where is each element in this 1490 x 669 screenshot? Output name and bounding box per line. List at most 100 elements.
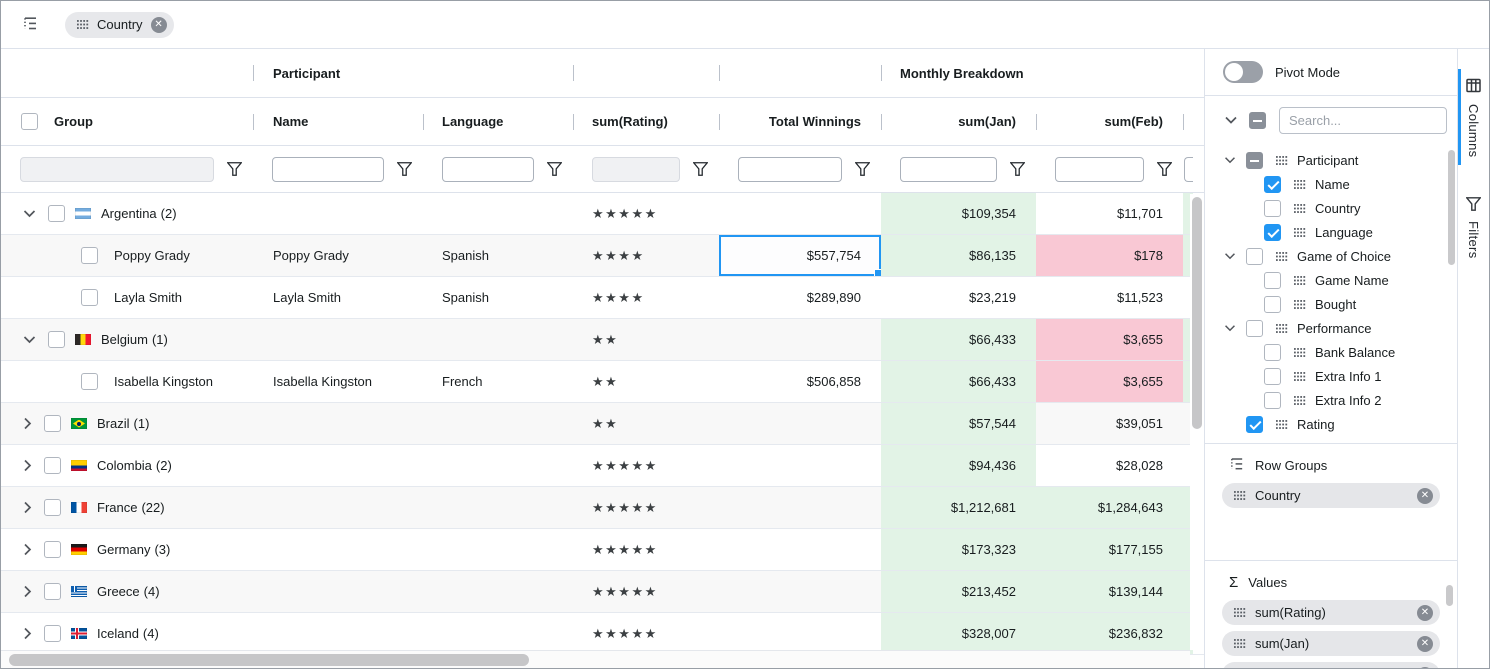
language-cell[interactable] [423, 613, 573, 654]
values-scrollbar-thumb[interactable] [1446, 585, 1453, 606]
tab-filters[interactable]: Filters [1458, 189, 1489, 267]
value-chip-sum-rating-[interactable]: sum(Rating) ✕ [1222, 600, 1440, 625]
funnel-icon[interactable] [855, 162, 870, 176]
rating-cell[interactable]: ★★★★★ [573, 445, 719, 486]
rating-cell[interactable]: ★★★★ [573, 235, 719, 276]
row-checkbox[interactable] [44, 625, 61, 642]
total-winnings-cell[interactable] [719, 193, 881, 234]
chevron-down-icon[interactable] [23, 209, 36, 218]
funnel-icon[interactable] [693, 162, 708, 176]
name-cell[interactable] [253, 445, 423, 486]
group-cell[interactable]: Brazil (1) [1, 403, 253, 444]
sum-feb-cell[interactable]: $1,284,643 [1036, 487, 1183, 528]
column-checkbox[interactable] [1264, 271, 1281, 289]
sum-jan-cell[interactable]: $213,452 [881, 571, 1036, 612]
remove-chip-icon[interactable]: ✕ [1417, 487, 1433, 504]
sum-feb-cell[interactable]: $178 [1036, 235, 1183, 276]
sum-feb-cell[interactable]: $11,701 [1036, 193, 1183, 234]
sidebar-item-extra-info-2[interactable]: Extra Info 2 [1205, 388, 1457, 412]
sum-jan-cell[interactable]: $173,323 [881, 529, 1036, 570]
vertical-scrollbar-thumb[interactable] [1192, 197, 1202, 429]
column-checkbox[interactable] [1264, 223, 1281, 241]
rating-cell[interactable]: ★★★★★ [573, 529, 719, 570]
sum-feb-cell[interactable]: $3,655 [1036, 361, 1183, 402]
pivot-mode-toggle[interactable] [1223, 61, 1263, 83]
sum-jan-cell[interactable]: $66,433 [881, 361, 1036, 402]
name-cell[interactable] [253, 319, 423, 360]
group-cell[interactable]: France (22) [1, 487, 253, 528]
column-header-language[interactable]: Language [423, 98, 573, 145]
row-checkbox[interactable] [81, 289, 98, 306]
total-winnings-cell[interactable] [719, 613, 881, 654]
sum-feb-cell[interactable]: $3,655 [1036, 319, 1183, 360]
column-header-sum-rating[interactable]: sum(Rating) [573, 98, 719, 145]
chevron-right-icon[interactable] [23, 543, 32, 556]
language-cell[interactable] [423, 403, 573, 444]
language-filter-input[interactable] [442, 156, 534, 182]
row-checkbox[interactable] [81, 373, 98, 390]
sidebar-item-performance[interactable]: Performance [1205, 316, 1457, 340]
total-winnings-cell[interactable] [719, 319, 881, 360]
tab-columns[interactable]: Columns [1458, 69, 1489, 166]
chevron-right-icon[interactable] [23, 501, 32, 514]
column-checkbox[interactable] [1246, 247, 1263, 265]
sum-jan-cell[interactable]: $1,212,681 [881, 487, 1036, 528]
chevron-down-icon[interactable] [23, 335, 36, 344]
remove-chip-icon[interactable]: ✕ [1417, 635, 1433, 652]
chevron-down-icon[interactable] [1224, 252, 1236, 260]
sum-feb-cell[interactable]: $11,523 [1036, 277, 1183, 318]
row-checkbox[interactable] [44, 499, 61, 516]
column-checkbox[interactable] [1264, 199, 1281, 217]
group-cell[interactable]: Poppy Grady [1, 235, 253, 276]
value-chip-sum-jan-[interactable]: sum(Jan) ✕ [1222, 631, 1440, 656]
group-cell[interactable]: Argentina (2) [1, 193, 253, 234]
row-checkbox[interactable] [48, 331, 65, 348]
group-cell[interactable]: Greece (4) [1, 571, 253, 612]
total-winnings-cell[interactable] [719, 487, 881, 528]
remove-chip-icon[interactable]: ✕ [1417, 604, 1433, 621]
language-cell[interactable] [423, 487, 573, 528]
select-all-columns-checkbox[interactable] [1249, 111, 1266, 129]
feb-filter-input[interactable] [1055, 156, 1144, 182]
column-header-name[interactable]: Name [253, 98, 423, 145]
column-header-sum-jan[interactable]: sum(Jan) [881, 98, 1036, 145]
tree-scrollbar-thumb[interactable] [1448, 150, 1455, 265]
language-cell[interactable]: Spanish [423, 277, 573, 318]
sum-feb-cell[interactable]: $39,051 [1036, 403, 1183, 444]
chevron-right-icon[interactable] [23, 627, 32, 640]
sum-jan-cell[interactable]: $86,135 [881, 235, 1036, 276]
column-search-input[interactable] [1279, 106, 1447, 134]
column-header-sum-feb[interactable]: sum(Feb) [1036, 98, 1183, 145]
total-winnings-cell[interactable] [719, 403, 881, 444]
sum-feb-cell[interactable]: $139,144 [1036, 571, 1183, 612]
column-checkbox[interactable] [1264, 175, 1281, 193]
rating-cell[interactable]: ★★★★★ [573, 487, 719, 528]
group-cell[interactable]: Belgium (1) [1, 319, 253, 360]
chevron-right-icon[interactable] [23, 459, 32, 472]
total-winnings-cell[interactable]: $289,890 [719, 277, 881, 318]
group-cell[interactable]: Iceland (4) [1, 613, 253, 654]
column-checkbox[interactable] [1264, 343, 1281, 361]
column-checkbox[interactable] [1264, 295, 1281, 313]
column-header-group[interactable]: Group [1, 98, 253, 145]
chevron-down-icon[interactable] [1224, 324, 1236, 332]
sum-jan-cell[interactable]: $109,354 [881, 193, 1036, 234]
group-cell[interactable]: Isabella Kingston [1, 361, 253, 402]
vertical-scrollbar[interactable] [1190, 194, 1204, 650]
name-cell[interactable] [253, 193, 423, 234]
row-checkbox[interactable] [81, 247, 98, 264]
sum-jan-cell[interactable]: $57,544 [881, 403, 1036, 444]
sidebar-item-participant[interactable]: Participant [1205, 148, 1457, 172]
funnel-icon[interactable] [397, 162, 412, 176]
sidebar-item-name[interactable]: Name [1205, 172, 1457, 196]
total-winnings-cell[interactable] [719, 529, 881, 570]
column-checkbox[interactable] [1246, 319, 1263, 337]
sidebar-item-bought[interactable]: Bought [1205, 292, 1457, 316]
chevron-down-icon[interactable] [1224, 156, 1236, 164]
name-cell[interactable]: Layla Smith [253, 277, 423, 318]
column-checkbox[interactable] [1264, 391, 1281, 409]
horizontal-scrollbar-thumb[interactable] [9, 654, 529, 666]
row-checkbox[interactable] [44, 415, 61, 432]
sidebar-item-extra-info-1[interactable]: Extra Info 1 [1205, 364, 1457, 388]
group-chip-country[interactable]: Country ✕ [65, 11, 174, 38]
